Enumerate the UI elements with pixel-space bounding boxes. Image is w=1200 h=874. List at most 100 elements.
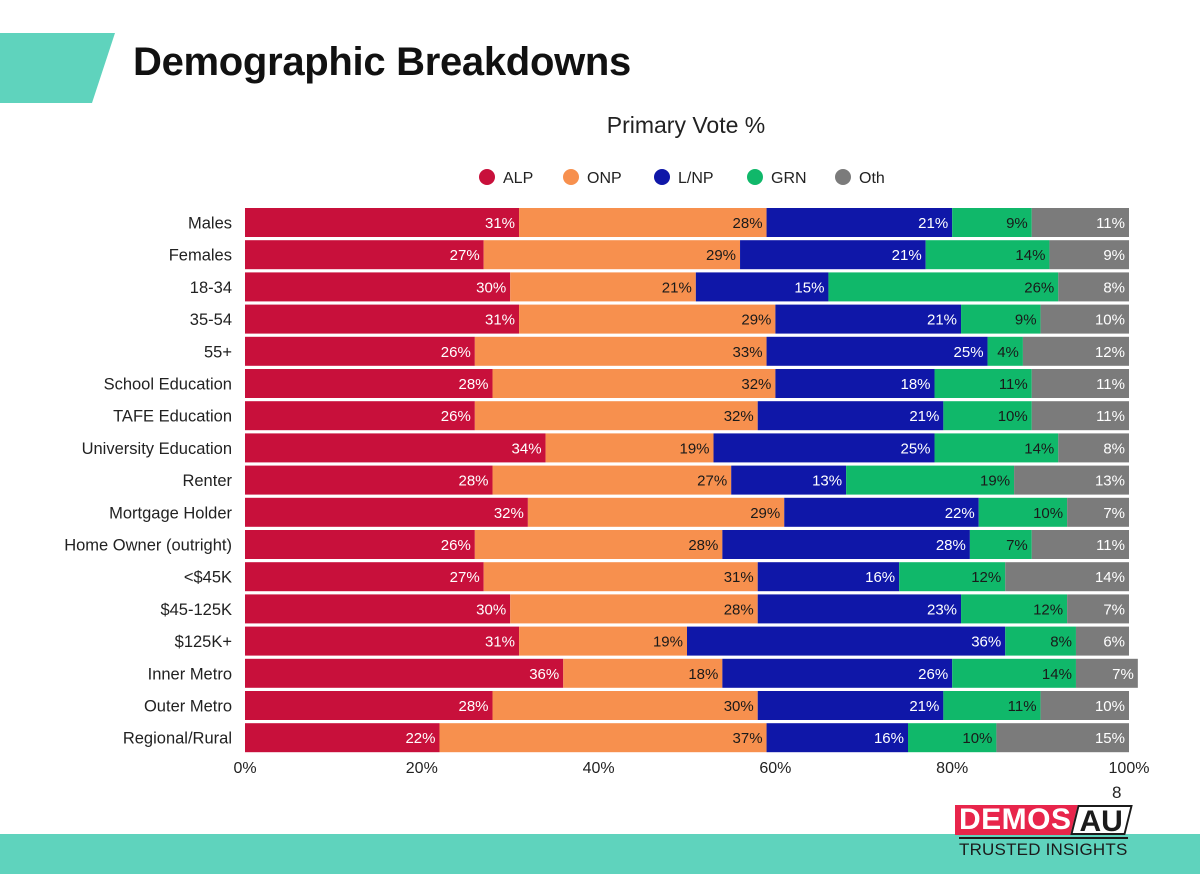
data-label: 34% xyxy=(512,440,542,457)
data-label: 26% xyxy=(441,344,471,361)
bar-segment-grn xyxy=(987,336,1023,366)
data-label: 12% xyxy=(1095,344,1125,361)
bar-segment-grn xyxy=(925,240,1050,270)
bar-segment-grn xyxy=(961,304,1041,334)
data-label: 11% xyxy=(1096,215,1125,232)
data-label: 26% xyxy=(1024,279,1054,296)
x-tick-label: 20% xyxy=(406,760,438,777)
bar-segment-oth xyxy=(1031,369,1129,398)
bar-segment-onp xyxy=(439,723,767,753)
data-label: 8% xyxy=(1103,440,1125,457)
data-label: 19% xyxy=(653,634,683,651)
bar-segment-onp xyxy=(474,401,758,431)
data-label: 10% xyxy=(962,730,992,747)
data-label: 30% xyxy=(476,279,506,296)
bar-segment-lnp xyxy=(766,208,953,237)
bar-segment-lnp xyxy=(766,723,908,753)
data-label: 8% xyxy=(1050,634,1072,651)
data-label: 28% xyxy=(733,215,763,232)
bar-segment-oth xyxy=(1005,562,1129,592)
data-label: 21% xyxy=(662,279,692,296)
bar-segment-lnp xyxy=(695,272,829,302)
data-label: 33% xyxy=(733,344,763,361)
data-label: 21% xyxy=(927,312,957,329)
data-label: 11% xyxy=(999,376,1028,393)
data-label: 11% xyxy=(1096,537,1125,554)
data-label: 15% xyxy=(1095,730,1125,747)
data-label: 28% xyxy=(458,473,488,490)
category-label: $45-125K xyxy=(160,601,232,619)
bar-segment-grn xyxy=(952,208,1032,237)
data-label: 28% xyxy=(688,537,718,554)
data-label: 27% xyxy=(450,247,480,264)
bar-segment-alp xyxy=(245,562,484,592)
category-label: <$45K xyxy=(184,569,232,587)
bar-segment-grn xyxy=(943,401,1032,431)
data-label: 26% xyxy=(441,408,471,425)
data-label: 7% xyxy=(1006,537,1028,554)
data-label: 18% xyxy=(688,666,718,683)
data-label: 15% xyxy=(794,279,824,296)
data-label: 7% xyxy=(1103,505,1125,522)
legend-marker-onp xyxy=(563,169,579,185)
bar-segment-grn xyxy=(943,691,1041,720)
data-label: 32% xyxy=(494,505,524,522)
category-label: 55+ xyxy=(204,343,232,361)
bar-segment-oth xyxy=(1031,530,1129,559)
bar-segment-onp xyxy=(519,304,776,334)
data-label: 30% xyxy=(724,698,754,715)
legend-label-oth: Oth xyxy=(859,170,885,187)
bar-segment-alp xyxy=(245,208,520,237)
bar-segment-lnp xyxy=(766,336,988,366)
x-tick-label: 0% xyxy=(233,760,256,777)
data-label: 9% xyxy=(1015,312,1037,329)
data-label: 31% xyxy=(485,634,515,651)
bar-segment-alp xyxy=(245,594,511,624)
data-label: 21% xyxy=(892,247,922,264)
bar-segment-onp xyxy=(519,208,767,237)
bar-segment-grn xyxy=(899,562,1006,592)
bar-segment-oth xyxy=(1022,336,1129,366)
bar-segment-lnp xyxy=(687,626,1006,656)
data-label: 21% xyxy=(909,408,939,425)
bar-segment-lnp xyxy=(722,530,970,559)
bar-segment-lnp xyxy=(713,433,935,463)
bar-segment-alp xyxy=(245,691,493,720)
data-label: 11% xyxy=(1096,408,1125,425)
data-label: 29% xyxy=(750,505,780,522)
bar-segment-alp xyxy=(245,401,475,431)
bar-segment-oth xyxy=(1040,691,1129,720)
data-label: 27% xyxy=(697,473,727,490)
category-label: Regional/Rural xyxy=(123,730,232,748)
x-tick-label: 80% xyxy=(936,760,968,777)
bar-segment-lnp xyxy=(740,240,926,270)
bar-segment-alp xyxy=(245,658,564,688)
bar-segment-alp xyxy=(245,433,546,463)
data-label: 9% xyxy=(1103,247,1125,264)
legend-label-lnp: L/NP xyxy=(678,170,714,187)
bar-segment-grn xyxy=(846,465,1015,495)
bar-segment-onp xyxy=(492,369,776,398)
bar-segment-oth xyxy=(1058,272,1129,302)
data-label: 11% xyxy=(1096,376,1125,393)
data-label: 32% xyxy=(741,376,771,393)
bar-segment-grn xyxy=(969,530,1032,559)
data-label: 32% xyxy=(724,408,754,425)
data-label: 14% xyxy=(1024,440,1054,457)
data-label: 31% xyxy=(724,569,754,586)
logo-tagline: TRUSTED INSIGHTS xyxy=(959,837,1128,860)
data-label: 37% xyxy=(733,730,763,747)
bar-segment-onp xyxy=(474,530,723,559)
category-label: Home Owner (outright) xyxy=(64,537,232,555)
data-label: 7% xyxy=(1103,601,1125,618)
data-label: 14% xyxy=(1015,247,1045,264)
bar-segment-grn xyxy=(961,594,1068,624)
x-tick-label: 40% xyxy=(583,760,615,777)
data-label: 10% xyxy=(1095,312,1125,329)
bar-segment-lnp xyxy=(757,594,962,624)
bar-segment-lnp xyxy=(722,658,953,688)
legend-marker-lnp xyxy=(654,169,670,185)
data-label: 10% xyxy=(1033,505,1063,522)
legend-label-grn: GRN xyxy=(771,170,807,187)
bar-segment-onp xyxy=(510,272,696,302)
